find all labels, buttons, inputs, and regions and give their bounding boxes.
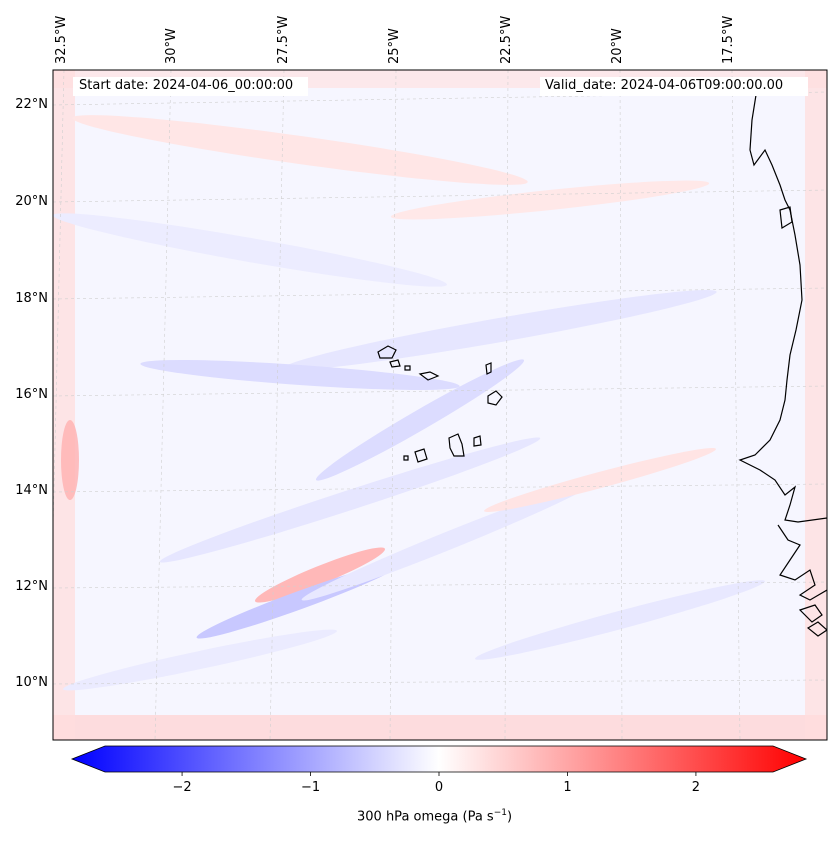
start-date-box [73,77,308,96]
start-date-label: Start date: 2024-04-06_00:00:00 [79,78,294,93]
colorbar-tick-label: 1 [563,780,572,795]
lat-label: 14°N [15,483,48,498]
colorbar [70,745,808,773]
valid-date-label: Valid_date: 2024-04-06T09:00:00.00 [545,78,784,93]
lat-label: 10°N [15,675,48,690]
map-frame [52,69,828,741]
cape-verde-islands [377,345,503,463]
lon-label: 22.5°W [499,15,514,64]
colorbar-label-close: ) [506,809,513,825]
colorbar-tick-label: 2 [691,780,701,795]
omega-field [53,70,827,740]
valid-date-box [540,77,808,96]
lat-label: 12°N [15,579,48,594]
lon-label: 32.5°W [54,15,69,64]
lon-label: 20°W [610,28,625,64]
lat-label: 18°N [15,291,48,306]
lat-label: 20°N [15,194,48,209]
lon-label: 27.5°W [276,15,291,64]
colorbar-label-text: 300 hPa omega (Pa s [357,809,494,825]
lat-label: 22°N [15,97,48,112]
lon-label: 25°W [387,28,402,64]
lat-label: 16°N [15,387,48,402]
colorbar-label-exponent: −1 [493,808,507,818]
lon-label: 17.5°W [721,15,736,64]
colorbar-ticks [181,772,697,776]
colorbar-label: 300 hPa omega (Pa s−1) [357,808,512,824]
graticule [53,70,827,740]
coastline-africa [738,94,827,637]
colorbar-tick-label: −1 [300,780,321,795]
colorbar-tick-label: −2 [172,780,192,795]
colorbar-tick-label: 0 [434,780,444,795]
lon-label: 30°W [164,28,179,64]
